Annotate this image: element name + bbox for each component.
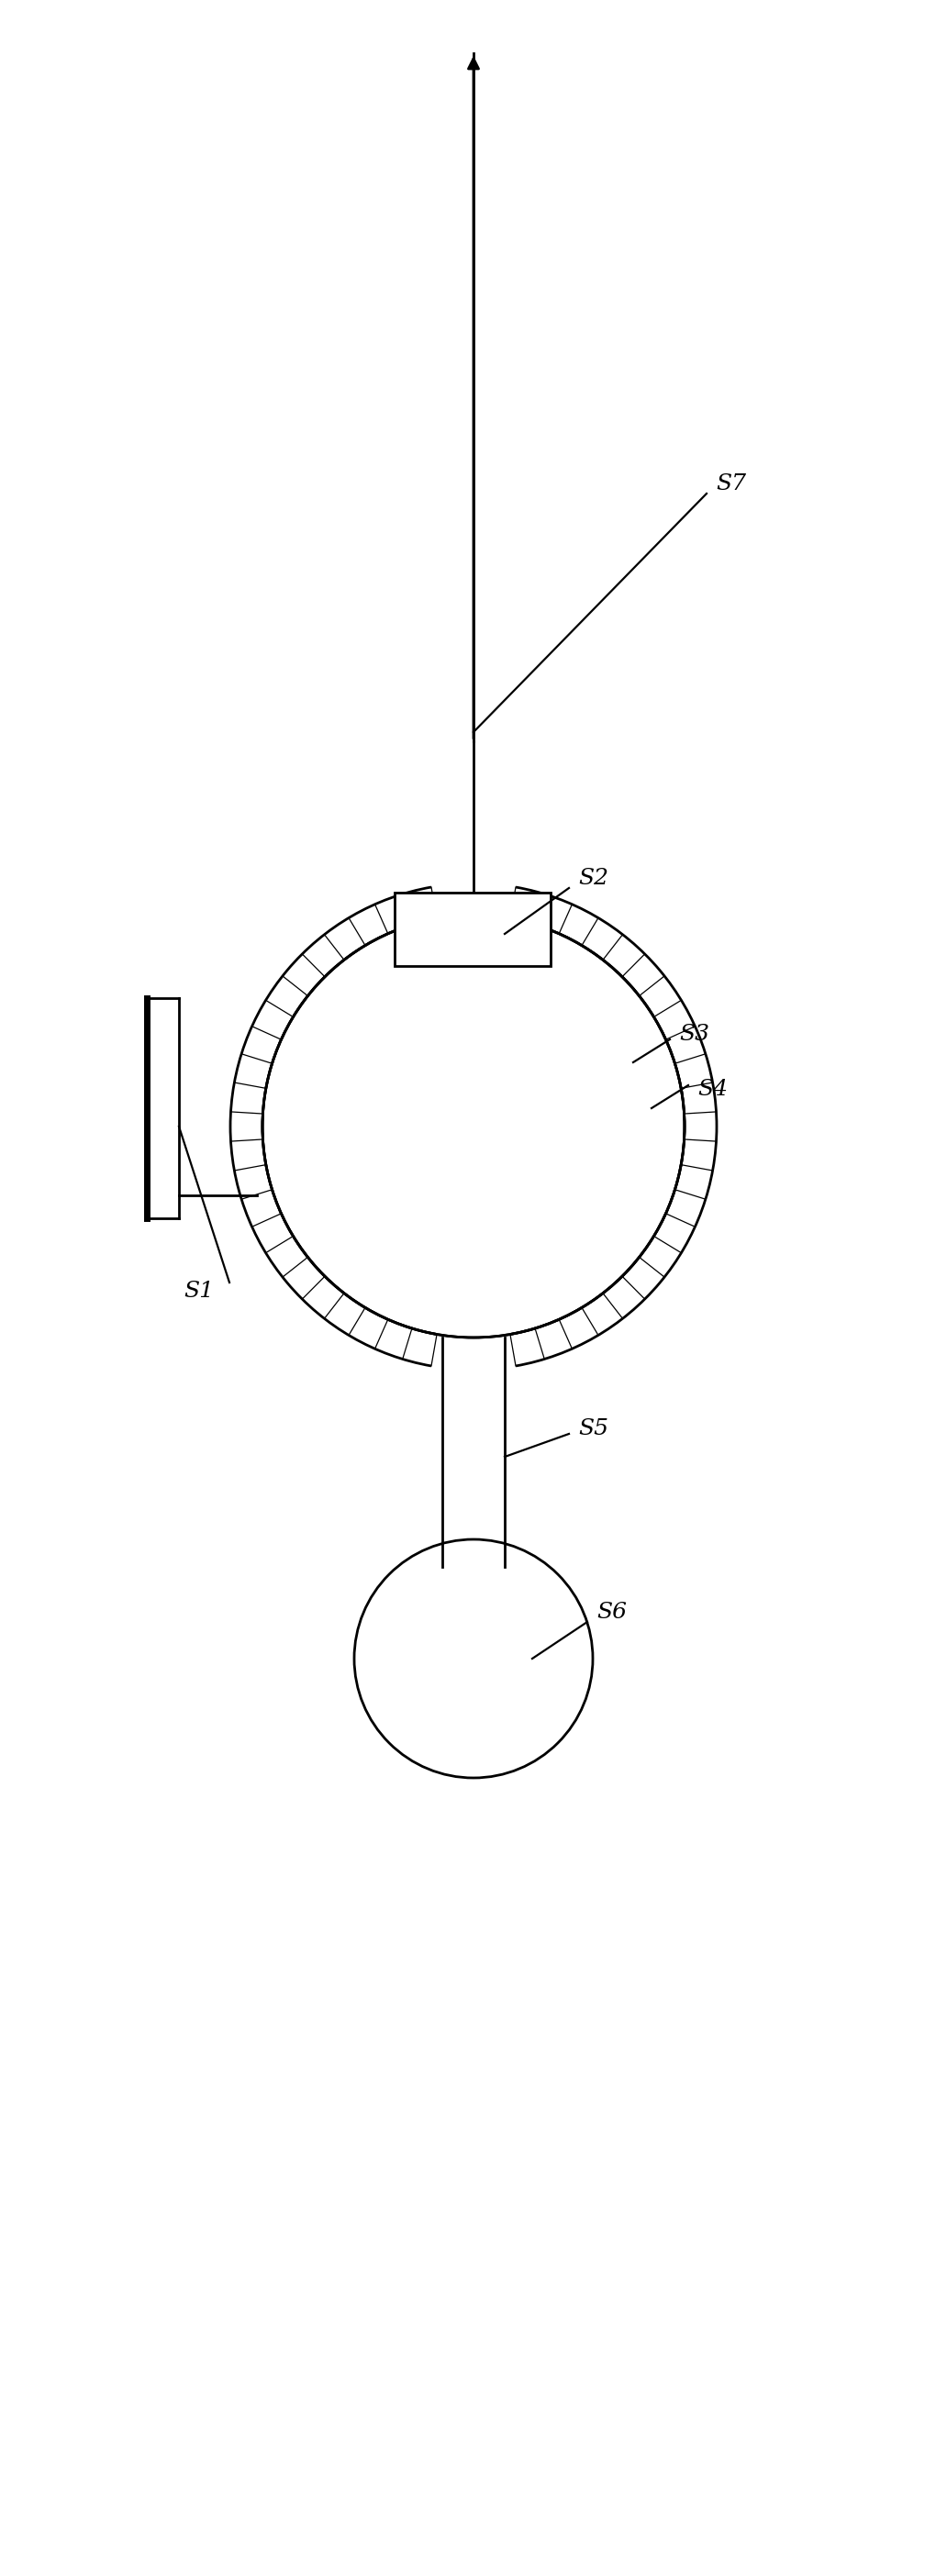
Bar bbox=[395, 894, 550, 966]
Text: S1: S1 bbox=[184, 1280, 214, 1303]
Text: S7: S7 bbox=[716, 474, 746, 495]
Text: S3: S3 bbox=[679, 1025, 709, 1046]
Text: S4: S4 bbox=[697, 1079, 727, 1100]
Text: S6: S6 bbox=[597, 1602, 627, 1623]
Circle shape bbox=[262, 914, 685, 1337]
Text: S5: S5 bbox=[578, 1419, 608, 1440]
Text: S2: S2 bbox=[578, 868, 608, 889]
Circle shape bbox=[354, 1540, 593, 1777]
